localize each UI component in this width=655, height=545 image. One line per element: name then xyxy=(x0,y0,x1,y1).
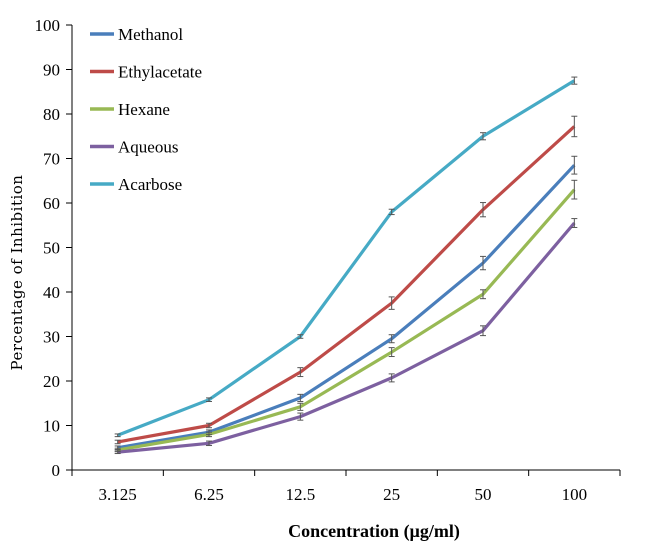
error-bar xyxy=(206,422,212,429)
error-bar xyxy=(571,76,578,85)
error-bar xyxy=(571,155,578,175)
legend-item-hexane: Hexane xyxy=(90,100,170,119)
error-bar xyxy=(480,289,486,300)
y-tick-label: 10 xyxy=(43,417,60,436)
error-bar xyxy=(206,397,212,402)
y-axis-title: Percentage of Inhibition xyxy=(8,175,26,371)
error-bar xyxy=(388,347,395,358)
y-tick-label: 80 xyxy=(43,105,60,124)
y-tick-label: 40 xyxy=(43,283,60,302)
x-tick-label: 3.125 xyxy=(99,485,137,504)
error-bar xyxy=(297,367,304,378)
error-bar xyxy=(571,179,578,200)
x-axis-title: Concentration (µg/ml) xyxy=(288,521,460,542)
x-tick-label: 6.25 xyxy=(194,485,224,504)
y-tick-label: 70 xyxy=(43,150,60,169)
error-bar xyxy=(297,402,304,411)
series-line-aqueous xyxy=(117,221,576,454)
error-bar xyxy=(206,440,212,447)
x-tick-label: 12.5 xyxy=(285,485,315,504)
y-tick-label: 50 xyxy=(43,239,60,258)
y-tick-label: 100 xyxy=(35,16,61,35)
y-tick-label: 60 xyxy=(43,194,60,213)
error-bar xyxy=(297,412,304,421)
y-tick-label: 20 xyxy=(43,372,60,391)
error-bar xyxy=(388,208,395,216)
error-bar xyxy=(480,202,486,218)
legend: Methanol Ethylacetate Hexane Aqueous Acarbos… xyxy=(90,25,202,194)
error-bar xyxy=(571,218,578,228)
error-bar xyxy=(480,325,486,337)
axes: 0 10 20 30 40 50 60 70 80 90 100 3.125 6.25 12.5 25 50 1… xyxy=(35,16,621,504)
series-line-hexane xyxy=(117,188,576,452)
error-bar xyxy=(114,439,121,445)
x-tick-label: 100 xyxy=(562,485,588,504)
x-tick-label: 50 xyxy=(475,485,492,504)
legend-label: Hexane xyxy=(118,100,170,119)
error-bar xyxy=(388,334,395,344)
error-bar xyxy=(480,132,486,141)
legend-label: Ethylacetate xyxy=(118,63,202,82)
error-bar xyxy=(114,450,121,455)
error-bar xyxy=(388,296,395,310)
y-tick-label: 90 xyxy=(43,61,60,80)
error-bar xyxy=(114,433,121,438)
legend-label: Aqueous xyxy=(118,138,178,157)
legend-item-methanol: Methanol xyxy=(90,25,183,44)
series-lines xyxy=(117,79,576,454)
legend-label: Acarbose xyxy=(118,175,182,194)
series-line-acarbose xyxy=(117,79,576,437)
legend-item-aqueous: Aqueous xyxy=(90,138,178,157)
error-bar xyxy=(388,373,395,383)
error-bar xyxy=(480,255,486,271)
error-bar xyxy=(571,115,578,138)
x-tick-label: 25 xyxy=(383,485,400,504)
error-bars xyxy=(114,76,578,455)
legend-item-acarbose: Acarbose xyxy=(90,175,182,194)
legend-item-ethylacetate: Ethylacetate xyxy=(90,63,202,82)
y-tick-label: 30 xyxy=(43,328,60,347)
error-bar xyxy=(206,431,212,438)
series-line-methanol xyxy=(117,164,576,450)
series-line-ethylacetate xyxy=(117,125,576,444)
legend-label: Methanol xyxy=(118,25,183,44)
error-bar xyxy=(297,334,304,339)
y-tick-label: 0 xyxy=(52,461,61,480)
error-bar xyxy=(297,393,304,402)
